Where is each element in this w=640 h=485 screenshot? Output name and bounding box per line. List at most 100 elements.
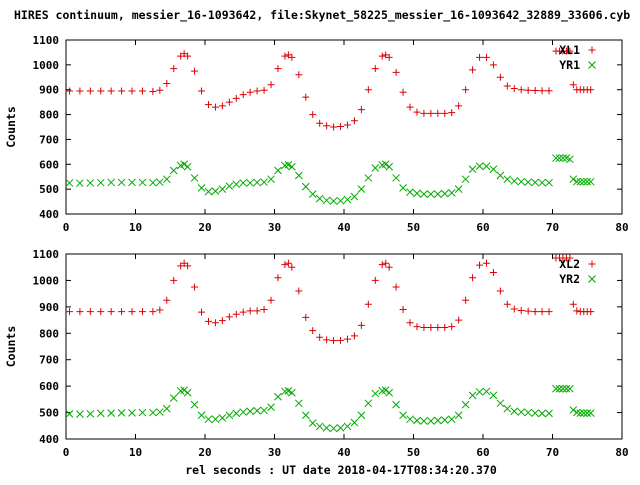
y-tick-label: 700 — [39, 133, 59, 146]
data-point — [253, 307, 261, 315]
data-point — [337, 123, 345, 131]
data-point — [190, 400, 199, 409]
data-point — [399, 88, 407, 96]
data-point — [198, 308, 206, 316]
data-point — [371, 389, 380, 398]
data-point — [253, 178, 261, 187]
y-tick-label: 800 — [39, 109, 59, 122]
data-point — [469, 66, 477, 74]
data-point — [569, 406, 578, 414]
y-tick-label: 600 — [39, 158, 59, 171]
data-point — [517, 307, 525, 315]
data-point — [569, 175, 578, 184]
data-point — [218, 317, 226, 325]
data-point — [183, 162, 192, 171]
data-point — [155, 408, 164, 416]
data-point — [496, 171, 505, 180]
data-point — [301, 411, 310, 420]
data-point — [587, 308, 595, 316]
y-tick-label: 1100 — [33, 248, 60, 261]
data-point — [295, 71, 303, 79]
data-point — [117, 178, 126, 187]
data-point — [180, 386, 189, 394]
data-point — [253, 406, 261, 415]
data-point — [371, 276, 379, 284]
data-point — [538, 409, 546, 418]
data-point — [385, 263, 393, 271]
y-axis-label: Counts — [4, 106, 18, 148]
data-point — [316, 333, 324, 341]
data-point — [274, 274, 282, 282]
data-point — [559, 154, 567, 162]
data-point — [128, 178, 136, 187]
data-point — [107, 308, 115, 316]
data-point — [399, 306, 407, 313]
x-tick-label: 0 — [63, 446, 70, 459]
data-point — [267, 296, 275, 304]
data-point — [197, 184, 206, 192]
data-point — [381, 160, 390, 169]
data-point — [246, 88, 254, 96]
data-point — [107, 409, 116, 417]
data-point — [378, 52, 386, 60]
x-tick-label: 50 — [407, 221, 420, 234]
data-point — [461, 400, 470, 409]
data-point — [96, 178, 105, 187]
data-point — [455, 102, 463, 110]
data-point — [343, 335, 351, 343]
data-point — [191, 283, 199, 291]
data-point — [489, 391, 498, 400]
data-point — [260, 306, 268, 313]
data-point — [531, 86, 539, 94]
y-tick-label: 1000 — [33, 59, 60, 72]
series-XL2 — [65, 254, 595, 345]
data-point — [232, 94, 240, 102]
data-point — [364, 300, 372, 308]
data-point — [198, 87, 206, 95]
data-point — [545, 87, 553, 95]
data-point — [329, 424, 338, 433]
data-point — [170, 276, 178, 284]
legend-marker — [588, 61, 596, 69]
data-point — [555, 154, 564, 162]
data-point — [246, 307, 254, 315]
data-point — [149, 87, 157, 95]
data-point — [65, 179, 74, 187]
data-point — [330, 123, 338, 131]
data-point — [524, 307, 532, 315]
data-point — [211, 319, 219, 327]
data-point — [204, 415, 213, 424]
data-point — [496, 287, 504, 295]
data-point — [117, 408, 126, 417]
data-point — [225, 313, 233, 321]
data-point — [65, 308, 73, 316]
data-point — [392, 400, 400, 409]
data-point — [385, 388, 394, 397]
data-point — [586, 177, 595, 186]
data-point — [350, 418, 359, 427]
data-point — [288, 388, 296, 397]
x-tick-label: 0 — [63, 221, 70, 234]
data-point — [569, 81, 577, 89]
data-point — [406, 319, 414, 327]
data-point — [281, 52, 289, 60]
data-point — [218, 185, 227, 193]
data-point — [149, 178, 157, 187]
data-point — [97, 87, 105, 95]
data-point — [357, 411, 366, 420]
x-tick-label: 50 — [407, 446, 420, 459]
data-point — [392, 68, 400, 76]
data-point — [309, 327, 317, 335]
data-point — [482, 53, 490, 61]
data-point — [462, 296, 470, 304]
data-point — [232, 409, 241, 418]
data-point — [413, 323, 421, 331]
data-point — [566, 47, 574, 55]
data-point — [552, 384, 560, 393]
x-tick-label: 60 — [476, 446, 489, 459]
x-tick-label: 60 — [476, 221, 489, 234]
data-point — [350, 117, 358, 125]
data-point — [371, 164, 380, 172]
data-point — [191, 67, 199, 75]
data-point — [455, 316, 463, 324]
